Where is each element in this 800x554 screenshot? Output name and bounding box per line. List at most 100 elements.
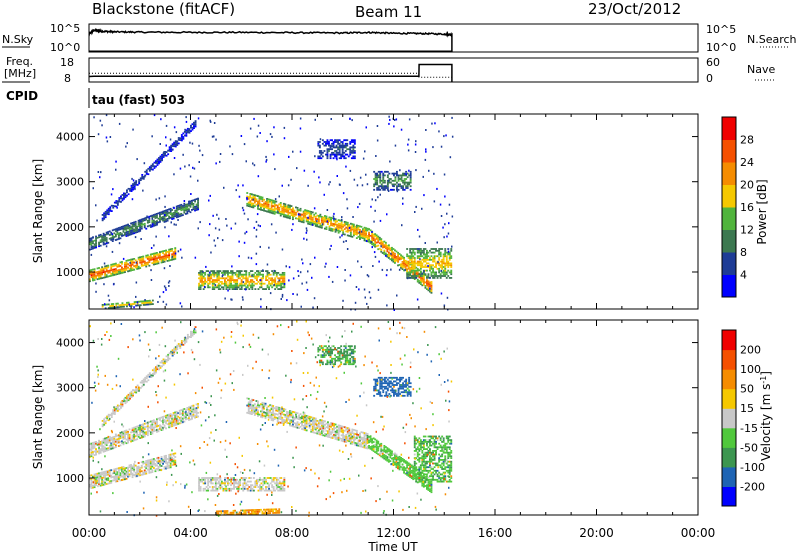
velocity-cell (268, 486, 270, 488)
power-cell (418, 248, 421, 250)
power-cell (258, 195, 261, 198)
power-cell (132, 188, 134, 191)
power-cell (230, 272, 232, 274)
power-cell (438, 248, 441, 250)
power-cell (430, 258, 433, 261)
velocity-cell (96, 478, 99, 481)
power-cell (373, 251, 376, 254)
power-cell (177, 250, 180, 253)
power-cell (243, 241, 246, 244)
power-cell (306, 288, 309, 291)
velocity-cell (180, 420, 183, 422)
power-cell (414, 151, 417, 153)
velocity-cell (95, 480, 97, 483)
power-cell (381, 244, 384, 247)
power-cell (444, 264, 447, 267)
power-cell (448, 258, 451, 261)
velocity-cell (175, 412, 178, 415)
power-cell (357, 225, 360, 227)
velocity-cell (313, 417, 316, 420)
power-cell (214, 284, 216, 287)
power-cell (162, 154, 165, 157)
velocity-cell (111, 436, 114, 439)
power-cell (402, 187, 404, 189)
power-cell (168, 212, 171, 214)
velocity-cell (157, 458, 160, 461)
power-cell (436, 275, 439, 277)
velocity-cell (170, 350, 173, 353)
velocity-cell (171, 460, 174, 463)
power-cell (202, 270, 204, 273)
power-cell (442, 226, 444, 229)
velocity-cell (222, 489, 225, 492)
power-cell (165, 215, 167, 217)
power-cell (214, 227, 217, 230)
power-cell (334, 221, 337, 224)
power-cell (313, 221, 316, 223)
velocity-cell (251, 487, 254, 490)
velocity-cell (283, 482, 286, 485)
velocity-cell (230, 484, 232, 487)
power-cell (210, 277, 213, 280)
velocity-cell (90, 485, 93, 488)
power-cell (334, 139, 336, 142)
velocity-cell (127, 434, 129, 437)
power-cell (116, 202, 119, 204)
velocity-cell (102, 445, 105, 448)
power-cell (184, 207, 187, 210)
power-cell (305, 209, 308, 212)
power-cell (165, 253, 167, 255)
power-cell (163, 217, 166, 220)
power-cell (113, 236, 116, 238)
power-cell (363, 234, 366, 236)
velocity-cell (166, 419, 169, 422)
power-cell (239, 272, 242, 274)
power-cell (92, 247, 94, 250)
power-cell (110, 267, 113, 270)
power-cell (318, 150, 321, 152)
power-cell (181, 205, 184, 207)
power-cell (326, 209, 329, 211)
velocity-cell (280, 489, 283, 492)
velocity-cell (169, 459, 172, 461)
power-cell (222, 270, 225, 272)
power-cell (165, 213, 167, 215)
velocity-cell (182, 340, 185, 343)
velocity-cell (302, 417, 305, 420)
power-cell (144, 174, 147, 177)
velocity-cell (188, 406, 190, 409)
power-cell (218, 228, 221, 231)
power-cell (399, 169, 401, 172)
power-cell (281, 206, 284, 208)
power-cell (256, 135, 259, 138)
power-cell (380, 185, 383, 188)
power-cell (119, 233, 122, 236)
power-cell (213, 286, 216, 289)
power-cell (375, 241, 378, 244)
power-cell (246, 195, 249, 198)
velocity-cell (278, 412, 281, 415)
velocity-cell (114, 433, 117, 436)
velocity-cell (225, 489, 228, 492)
power-cell (182, 137, 185, 140)
power-colorbar-frame (721, 116, 737, 298)
velocity-cell (113, 475, 116, 478)
power-cell (227, 275, 229, 278)
velocity-cell (107, 441, 110, 444)
power-cell (416, 269, 419, 272)
power-cell (324, 218, 326, 221)
power-cell (440, 292, 443, 295)
power-cell (110, 193, 113, 196)
power-cell (225, 270, 228, 272)
velocity-cell (327, 421, 329, 424)
velocity-cell (268, 487, 270, 490)
power-cell (114, 264, 117, 267)
power-cell (376, 139, 379, 142)
power-cell (379, 176, 382, 179)
velocity-cell (171, 464, 174, 466)
power-cell (410, 266, 413, 269)
velocity-cell (101, 447, 104, 450)
velocity-cell (340, 434, 343, 437)
power-cell (213, 275, 216, 278)
velocity-cell (122, 430, 125, 433)
